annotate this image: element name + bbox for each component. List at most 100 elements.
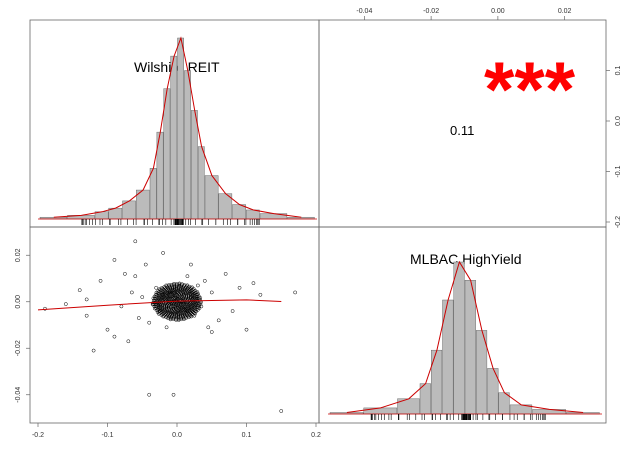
scatter-point: [189, 314, 194, 319]
scatter-point: [174, 287, 179, 291]
scatter-point: [143, 262, 148, 267]
hy-hist-bar: [363, 407, 398, 415]
scatter-point: [171, 292, 176, 297]
scatter-point: [258, 292, 263, 297]
scatter-point: [244, 327, 249, 332]
scatter-point: [198, 296, 203, 300]
scatter-point: [185, 306, 189, 310]
scatter-point: [206, 325, 211, 330]
scatter-point: [176, 286, 181, 290]
scatter-point: [177, 281, 182, 286]
scatter-point: [196, 283, 200, 288]
reit-hist-bar: [163, 88, 171, 220]
scatter-point: [167, 283, 171, 287]
scatter-point: [198, 298, 202, 302]
scatter-point: [180, 282, 184, 286]
histogram-wilshire: [38, 36, 317, 225]
scatter-point: [209, 290, 214, 295]
scatter-point: [174, 314, 178, 319]
scatter-point: [176, 318, 181, 323]
scatter-point: [133, 274, 138, 279]
scatter-point: [153, 306, 157, 311]
reit-hist-bar: [170, 55, 178, 220]
tick-label: 0.1: [615, 66, 622, 76]
scatter-point: [209, 330, 214, 334]
tick-label: -0.04: [15, 387, 22, 403]
scatter-point: [43, 306, 47, 311]
scatter-point: [157, 312, 161, 316]
scatter-point: [84, 313, 89, 318]
correlation-value: 0.11: [450, 123, 474, 138]
scatter-point: [188, 293, 193, 297]
hy-hist-bar: [498, 392, 510, 415]
tick-label: -0.1: [101, 432, 113, 439]
scatter-point: [293, 290, 297, 295]
scatter-point: [198, 302, 203, 306]
tick-label: -0.2: [615, 216, 622, 228]
scatter-point: [151, 296, 156, 301]
tick-label: 0.2: [311, 432, 321, 439]
scatter-point: [279, 409, 284, 413]
scatter-point: [176, 316, 181, 320]
scatter-point: [164, 283, 168, 288]
scatter-point: [174, 283, 179, 287]
hy-hist-bar: [464, 280, 476, 415]
scatter-point: [223, 272, 228, 276]
scatter-point: [98, 278, 103, 283]
scatter-point: [168, 317, 173, 322]
tick-label: -0.02: [15, 340, 22, 356]
scatter-point: [178, 312, 182, 317]
scatter-point: [185, 283, 190, 287]
scatter-point: [152, 302, 157, 307]
tick-label: 0.0: [615, 116, 622, 126]
scatter-point: [174, 285, 179, 290]
scatter-point: [172, 286, 177, 291]
hy-hist-bar: [431, 349, 443, 415]
scatter-point: [152, 298, 156, 303]
scatter-point: [112, 334, 117, 339]
scatter-point: [171, 392, 176, 397]
reit-hist-density-line: [53, 36, 302, 218]
scatter-point: [251, 281, 256, 285]
scatter-point: [167, 298, 172, 303]
scatter-point: [169, 305, 173, 309]
reit-hist-bar: [246, 209, 260, 220]
scatter-point: [176, 315, 181, 319]
scatter-point: [119, 304, 124, 309]
scatter-point: [230, 309, 235, 313]
scatter-point: [165, 295, 170, 300]
scatter-point: [197, 306, 202, 310]
tick-label: 0.00: [491, 8, 505, 15]
scatter-point: [157, 287, 162, 291]
scatter-point: [174, 315, 178, 320]
scatter-point: [216, 318, 221, 323]
scatter-point: [154, 290, 159, 295]
axis-ticks: -0.2 -0.1 0.0 0.1 0.2 -0.04 -0.02 0.00 0.02 0.02 0…: [15, 8, 622, 439]
tick-label: 0.00: [15, 295, 22, 309]
scatter-point: [197, 302, 201, 306]
scatter-point: [91, 348, 96, 353]
scatter-point: [123, 272, 127, 276]
scatter-point: [185, 274, 190, 279]
scatter-point: [174, 313, 179, 317]
scatter-point: [154, 285, 158, 290]
reit-hist-bar: [149, 168, 157, 220]
scatter-point: [84, 297, 89, 302]
scatter-point: [77, 288, 82, 292]
scatter-point: [174, 284, 179, 288]
scatter-point: [129, 290, 134, 295]
scatter-point: [162, 306, 167, 311]
reit-hist-bar: [184, 70, 191, 220]
scatter-point: [112, 258, 117, 262]
scatter-point: [172, 284, 177, 288]
scatterplot-panel: [37, 239, 297, 413]
hy-hist-bar: [419, 383, 431, 415]
scatter-point: [126, 339, 131, 344]
scatter-point: [161, 251, 165, 255]
tick-label: -0.02: [423, 8, 439, 15]
scatter-point: [190, 285, 194, 289]
reit-hist-bar: [191, 110, 198, 220]
scatter-point: [195, 290, 200, 294]
tick-label: -0.2: [32, 432, 44, 439]
